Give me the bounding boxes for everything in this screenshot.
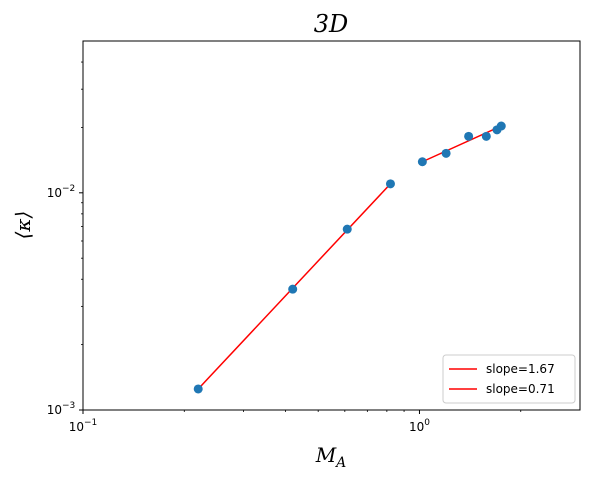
scatter-point	[441, 148, 451, 158]
scatter-point	[481, 131, 491, 141]
x-tick-label: 100	[409, 418, 430, 434]
scatter-points	[193, 121, 506, 394]
scatter-point	[464, 131, 474, 141]
legend-label: slope=0.71	[486, 382, 555, 396]
chart-title: 3D	[314, 10, 349, 38]
major-ticks	[79, 192, 420, 414]
y-axis-label: ⟨κ⟩	[11, 211, 35, 240]
x-tick-label: 10−1	[69, 418, 98, 434]
y-tick-label: 10−3	[47, 401, 76, 417]
plot-frame	[82, 40, 581, 411]
scatter-point	[385, 179, 395, 189]
series-lines	[197, 125, 502, 390]
scatter-point	[342, 224, 352, 234]
scatter-point	[193, 384, 203, 394]
legend-label: slope=1.67	[486, 362, 555, 376]
legend: slope=1.67 slope=0.71	[442, 354, 576, 404]
scatter-point	[417, 157, 427, 167]
legend-box	[442, 354, 576, 404]
scatter-point	[496, 121, 506, 131]
plot-area	[79, 40, 581, 414]
minor-ticks	[81, 61, 522, 412]
y-tick-label: 10−2	[47, 184, 76, 200]
x-axis-label: MA	[315, 443, 347, 471]
fit-line-2	[422, 125, 502, 163]
legend-entries: slope=1.67 slope=0.71	[449, 362, 555, 396]
x-tick-labels: 10−1 100	[69, 418, 431, 434]
y-tick-labels: 10−3 10−2	[47, 184, 76, 417]
scatter-point	[288, 284, 298, 294]
